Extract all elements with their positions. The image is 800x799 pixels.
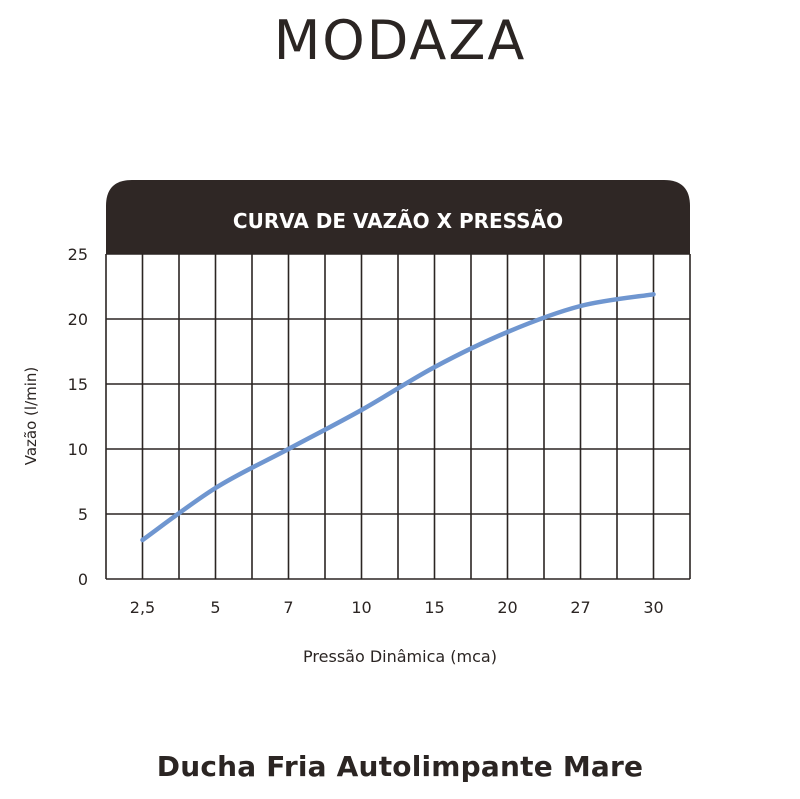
y-tick-label: 0 bbox=[78, 570, 88, 589]
x-tick-label: 20 bbox=[497, 598, 517, 617]
y-tick-label: 25 bbox=[68, 245, 88, 264]
x-axis-ticks: 2,5 5 7 10 15 20 27 30 bbox=[130, 598, 664, 617]
x-tick-label: 30 bbox=[643, 598, 663, 617]
x-tick-label: 5 bbox=[210, 598, 220, 617]
chart-title: CURVA DE VAZÃO X PRESSÃO bbox=[233, 209, 563, 233]
x-axis-label: Pressão Dinâmica (mca) bbox=[303, 647, 497, 666]
y-tick-label: 10 bbox=[68, 440, 88, 459]
x-tick-label: 7 bbox=[283, 598, 293, 617]
x-tick-label: 27 bbox=[570, 598, 590, 617]
series-line bbox=[140, 292, 656, 543]
x-tick-label: 10 bbox=[351, 598, 371, 617]
flow-pressure-chart: CURVA DE VAZÃO X PRESSÃO 0 5 10 15 20 25 2,5 5… bbox=[22, 180, 691, 666]
y-axis-ticks: 0 5 10 15 20 25 bbox=[68, 245, 88, 589]
y-axis-label: Vazão (l/min) bbox=[22, 367, 40, 466]
chart-title-banner bbox=[106, 180, 690, 254]
x-tick-label: 2,5 bbox=[130, 598, 155, 617]
brand-logo-text: MODAZA bbox=[274, 9, 527, 70]
series-layer bbox=[140, 292, 656, 543]
product-name: Ducha Fria Autolimpante Mare bbox=[156, 750, 644, 783]
y-tick-label: 5 bbox=[78, 505, 88, 524]
y-tick-label: 20 bbox=[68, 310, 88, 329]
y-tick-label: 15 bbox=[68, 375, 88, 394]
chart-grid bbox=[105, 253, 691, 580]
x-tick-label: 15 bbox=[424, 598, 444, 617]
brand-logo: MODAZA bbox=[274, 9, 527, 70]
